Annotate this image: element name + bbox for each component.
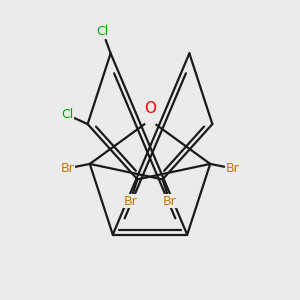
Text: O: O: [144, 101, 156, 116]
Text: Br: Br: [61, 162, 74, 175]
Text: Cl: Cl: [97, 26, 109, 38]
Text: Cl: Cl: [61, 108, 73, 121]
Text: Br: Br: [226, 162, 239, 175]
Text: Br: Br: [124, 195, 137, 208]
Text: Br: Br: [163, 195, 176, 208]
